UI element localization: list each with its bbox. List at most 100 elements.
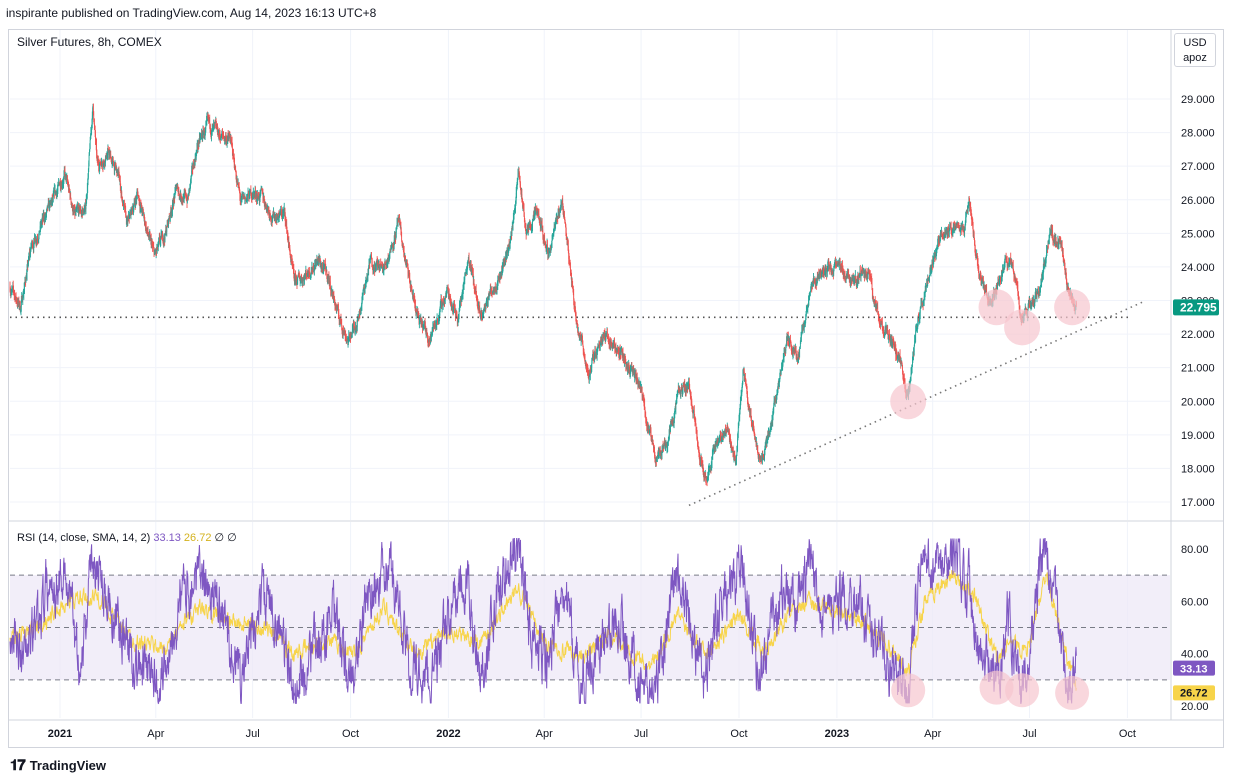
candle-body [205, 126, 207, 130]
candle-body [272, 217, 273, 222]
candle-body [614, 342, 615, 346]
candle-body [260, 189, 262, 192]
candle-body [693, 410, 695, 416]
candle-body [751, 415, 752, 422]
candle-body [762, 456, 763, 460]
candle-body [506, 251, 508, 253]
candle-body [178, 191, 180, 194]
candle-body [297, 277, 299, 281]
candle-body [780, 370, 782, 373]
candle-body [340, 318, 342, 322]
candle-body [87, 184, 89, 187]
candle-body [682, 386, 684, 391]
candle-body [185, 191, 186, 195]
candle-body [331, 289, 333, 295]
candle-body [878, 317, 880, 320]
candle-body [810, 290, 811, 292]
candle-body [559, 210, 561, 213]
candle-body [373, 264, 375, 268]
candle-body [641, 391, 643, 397]
candle-body [542, 229, 544, 235]
candle-body [470, 264, 472, 271]
candle-body [584, 356, 586, 362]
candle-body [715, 443, 717, 449]
candle-body [801, 330, 803, 335]
candle-body [286, 222, 288, 230]
candle-body [511, 227, 513, 234]
candle-body [94, 122, 95, 126]
candle-body [736, 456, 737, 459]
candle-body [161, 236, 163, 238]
candle-body [565, 231, 567, 235]
candle-body [653, 443, 654, 449]
candle-body [416, 311, 417, 313]
candle-body [661, 451, 663, 455]
candle-body [265, 202, 267, 205]
candle-body [738, 418, 740, 424]
candle-body [460, 299, 461, 305]
candle-body [695, 421, 697, 425]
candle-body [85, 205, 87, 210]
candle-body [79, 206, 80, 211]
candle-body [597, 345, 599, 351]
candle-body [53, 192, 54, 196]
candle-body [574, 304, 575, 308]
candle-body [883, 333, 885, 336]
candle-body [670, 422, 672, 425]
candle-body [644, 407, 646, 413]
candle-body [737, 427, 739, 433]
candle-body [711, 458, 713, 463]
candle-body [437, 320, 439, 322]
candle-body [129, 216, 130, 219]
candle-body [272, 214, 274, 218]
candle-body [764, 449, 766, 454]
candle-body [519, 173, 520, 177]
candle-body [333, 296, 335, 299]
candle-body [26, 269, 28, 275]
candle-body [692, 413, 694, 414]
candle-body [13, 287, 14, 291]
candle-body [220, 136, 222, 140]
candle-body [172, 205, 173, 211]
candle-body [15, 296, 17, 299]
candle-body [646, 424, 648, 427]
candle-body [594, 351, 596, 354]
candle-body [228, 135, 230, 137]
candle-body [371, 261, 373, 266]
candle-body [782, 360, 784, 365]
candle-body [341, 323, 343, 327]
candle-body [691, 401, 693, 406]
candle-body [543, 238, 544, 240]
candle-body [454, 310, 456, 313]
candle-body [547, 244, 548, 250]
candle-body [644, 404, 645, 408]
candle-body [436, 320, 438, 325]
candle-body [742, 372, 744, 381]
candle-body [88, 169, 89, 178]
candle-body [49, 201, 51, 204]
candle-body [89, 140, 91, 149]
candle-body [789, 341, 791, 345]
candle-body [773, 405, 775, 411]
candle-body [311, 267, 313, 270]
candle-body [459, 305, 461, 307]
candle-body [703, 470, 704, 475]
candle-body [76, 207, 78, 209]
candle-body [520, 184, 521, 188]
candle-body [607, 336, 609, 338]
candle-body [21, 301, 22, 307]
candle-body [553, 231, 555, 235]
candle-body [741, 391, 743, 394]
candle-body [209, 118, 211, 124]
candle-body [881, 321, 883, 327]
candle-body [759, 454, 760, 459]
candle-body [431, 332, 432, 337]
candle-body [877, 306, 879, 313]
candle-body [809, 291, 811, 296]
candle-body [572, 283, 573, 287]
candle-body [23, 291, 25, 295]
candle-body [273, 211, 275, 216]
candle-body [833, 267, 835, 271]
candle-body [356, 321, 358, 328]
